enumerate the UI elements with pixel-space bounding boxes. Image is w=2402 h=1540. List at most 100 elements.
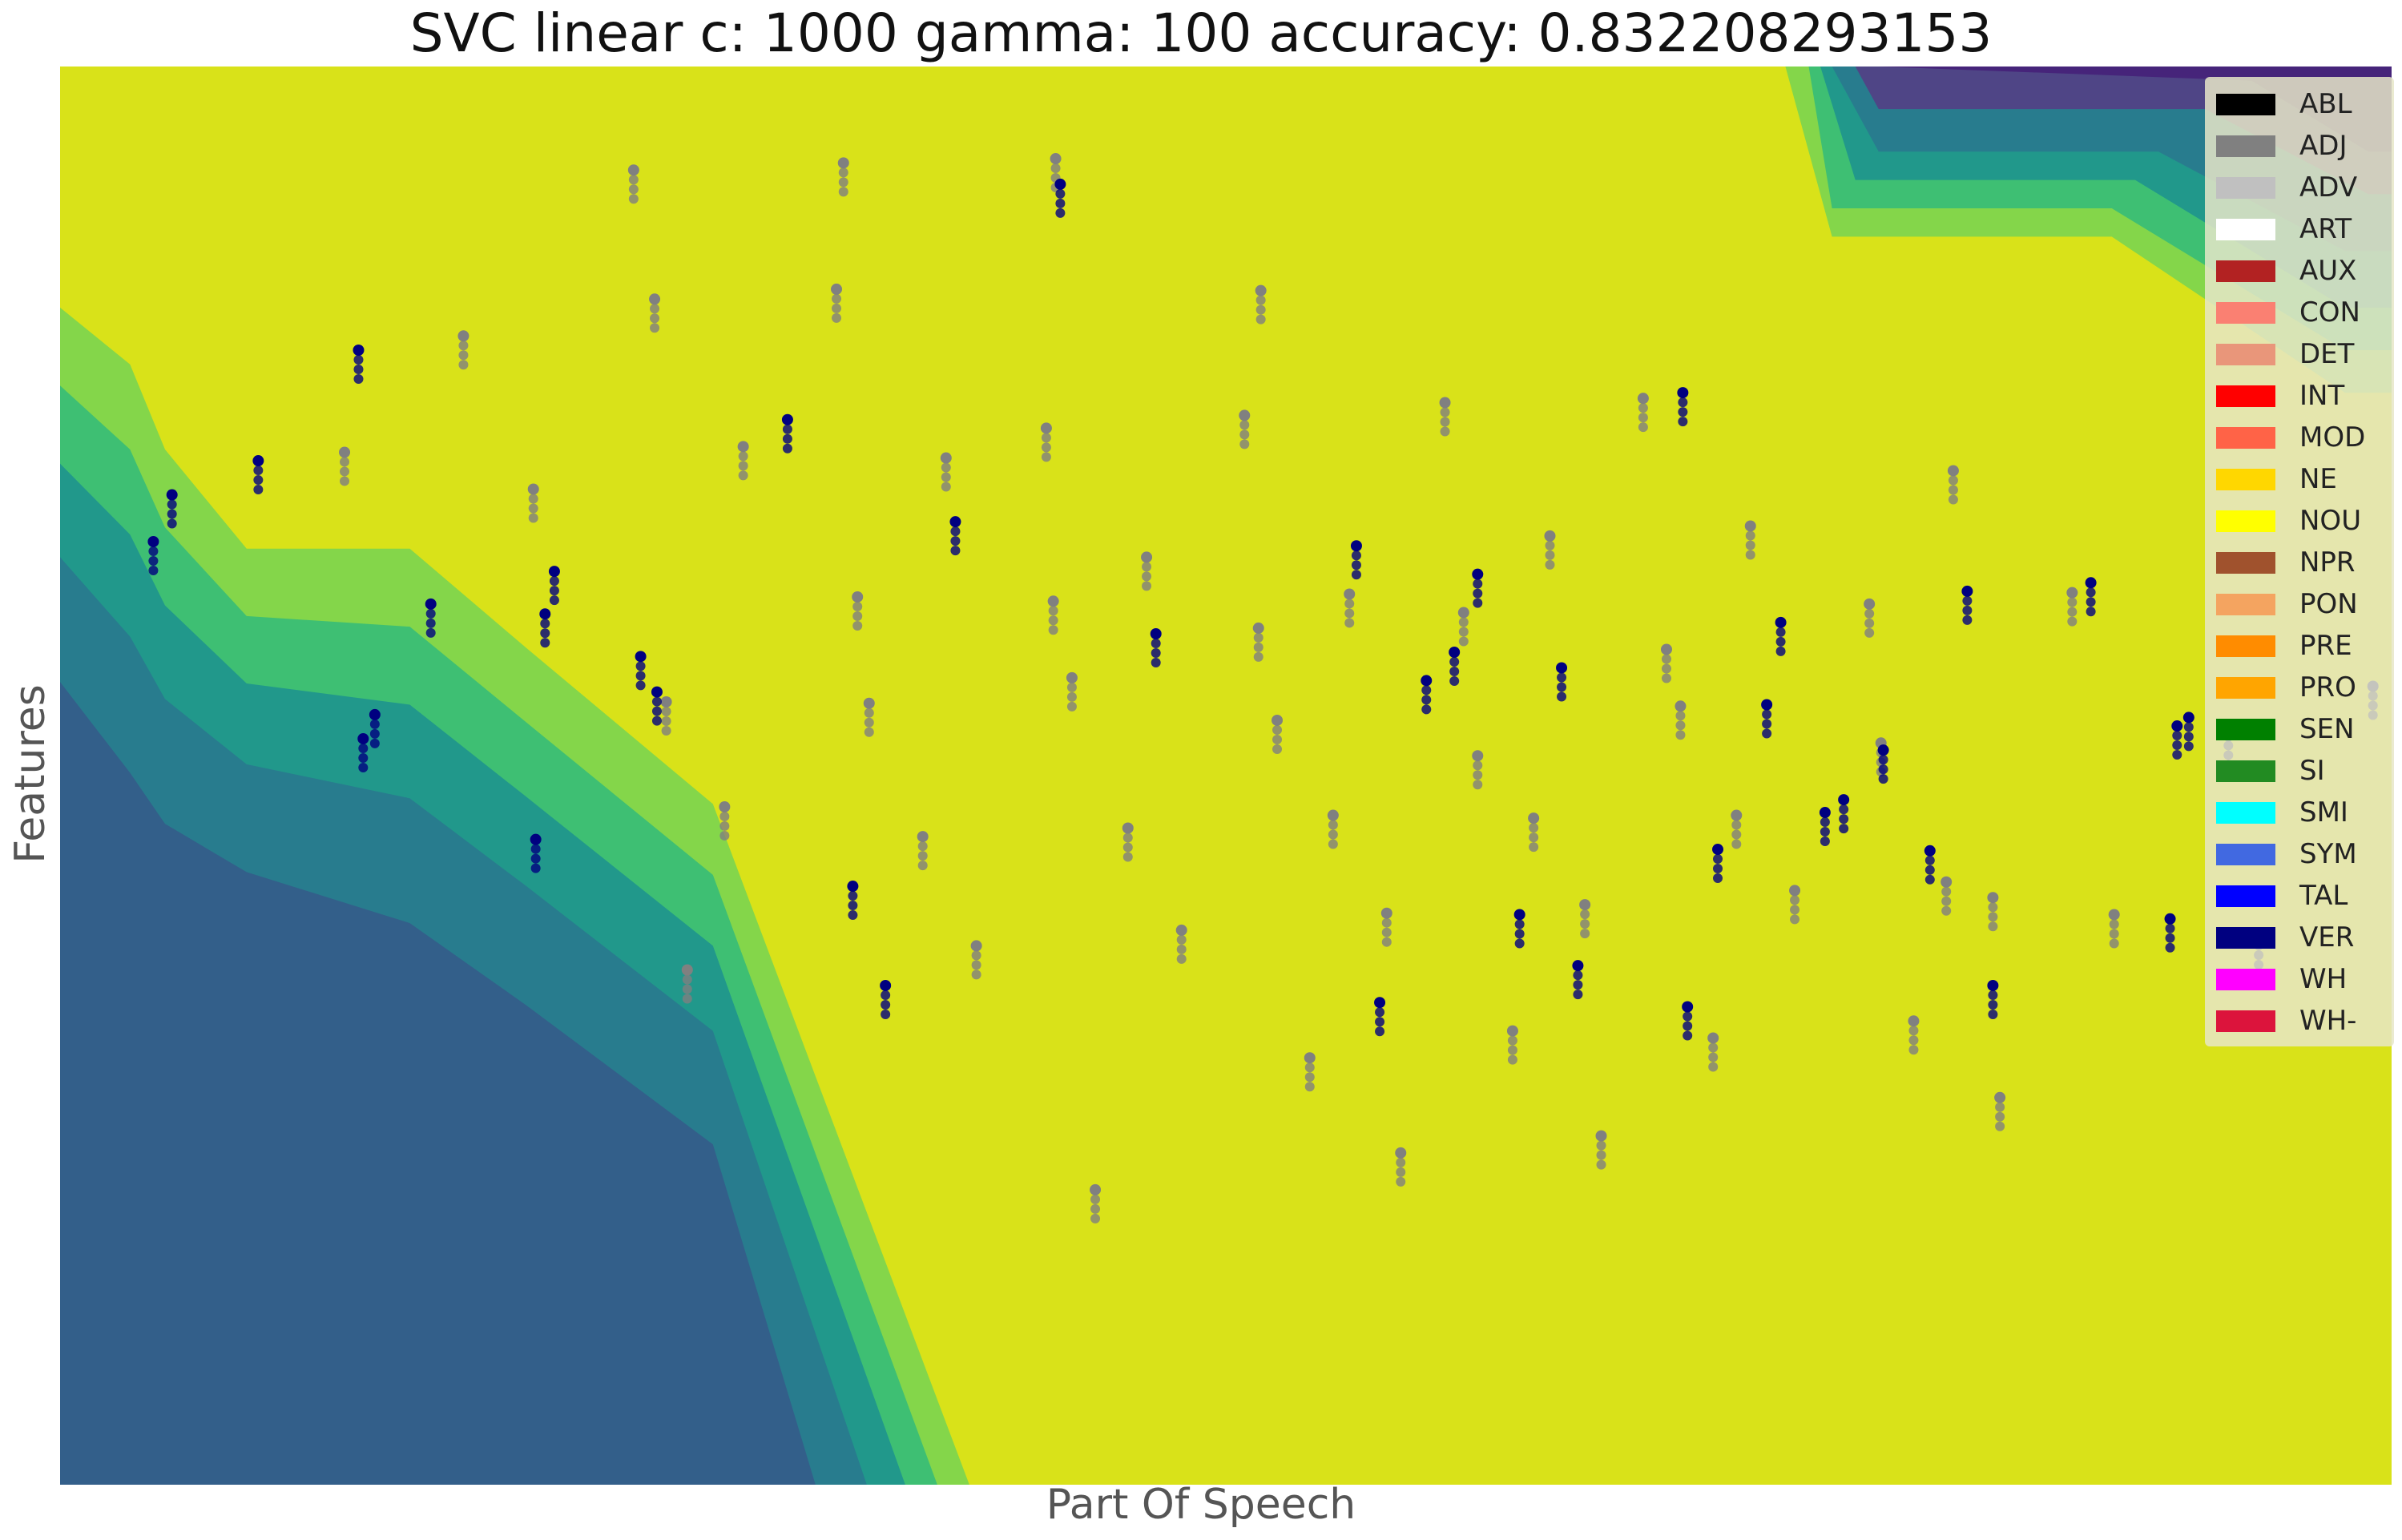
point-ver (1713, 854, 1723, 865)
point-adj (1255, 284, 1267, 296)
point-ver (148, 546, 159, 556)
point-ver (1683, 1011, 1693, 1022)
point-adj (1864, 618, 1875, 628)
legend-item-con: CON (2216, 295, 2360, 330)
point-ver (353, 365, 364, 374)
point-adj (1580, 929, 1590, 939)
point-adj (1988, 912, 1998, 922)
point-adj (971, 970, 981, 980)
point-adj (1395, 1147, 1407, 1159)
point-ver (1988, 1009, 1998, 1019)
point-adj (1253, 642, 1263, 652)
legend-item-pro: PRO (2216, 670, 2356, 705)
point-ver (1987, 979, 1999, 991)
legend-item-sen: SEN (2216, 712, 2355, 747)
point-adj (1506, 1025, 1518, 1037)
legend-swatch (2216, 510, 2275, 532)
point-adj (1908, 1045, 1919, 1055)
point-adj (1660, 643, 1672, 655)
point-adj (682, 974, 692, 985)
point-ver (148, 555, 159, 566)
point-ver (1678, 407, 1688, 417)
legend-swatch (2216, 635, 2275, 657)
point-adj (1304, 1072, 1315, 1082)
point-adj (628, 194, 639, 204)
point-adj (627, 164, 639, 176)
point-ver (253, 475, 264, 486)
point-ver (1678, 417, 1688, 427)
data-points (147, 153, 2379, 1224)
legend-swatch (2216, 93, 2275, 115)
point-ver (1375, 1026, 1385, 1037)
legend-item-adv: ADV (2216, 170, 2357, 205)
point-adj (917, 861, 928, 871)
point-ver (1421, 675, 1433, 687)
point-ver (540, 628, 550, 639)
point-adj (1239, 429, 1250, 440)
point-adj (1994, 1091, 2006, 1103)
legend-label: VER (2299, 921, 2355, 953)
point-adj (1707, 1032, 1719, 1044)
point-adj (1272, 714, 1284, 726)
point-adj (1344, 588, 1356, 600)
legend-item-abl: ABL (2216, 87, 2352, 122)
point-adj (1708, 1052, 1719, 1062)
point-ver (848, 910, 858, 921)
point-adj (1638, 403, 1648, 413)
region-band-4 (60, 682, 816, 1485)
point-adj (1988, 921, 1998, 932)
point-ver (369, 708, 381, 720)
point-adj (1252, 622, 1264, 634)
point-adj (971, 960, 981, 970)
legend-label: NE (2299, 463, 2337, 495)
legend-swatch (2216, 385, 2275, 407)
point-ver (2086, 587, 2096, 598)
point-adj (1948, 475, 1958, 486)
point-adj (1327, 809, 1339, 821)
point-ver (1683, 1021, 1693, 1031)
point-adj (864, 708, 874, 718)
point-adj (2067, 607, 2078, 617)
point-ver (1839, 814, 1849, 824)
point-ver (950, 536, 961, 546)
point-adj (1544, 530, 1556, 542)
point-adj (661, 716, 671, 726)
point-ver (1762, 719, 1772, 729)
point-ver (2183, 741, 2194, 752)
point-adj (838, 187, 848, 197)
point-adj (1041, 452, 1051, 462)
point-adj (837, 157, 849, 169)
legend-label: SEN (2299, 713, 2355, 745)
legend-label: SYM (2299, 838, 2357, 870)
legend-item-mod: MOD (2216, 420, 2365, 455)
point-adj (1638, 413, 1648, 423)
point-adj (650, 304, 660, 314)
point-ver (949, 516, 961, 528)
point-adj (1507, 1045, 1517, 1055)
decision-regions (60, 67, 2392, 1486)
point-ver (1557, 691, 1567, 702)
point-adj (1995, 1111, 2005, 1122)
point-adj (1864, 608, 1875, 619)
legend-label: WH (2299, 963, 2348, 995)
point-ver (1350, 540, 1362, 552)
legend-item-npr: NPR (2216, 545, 2356, 580)
point-adj (1239, 439, 1250, 450)
point-ver (2165, 923, 2175, 933)
point-adj (1580, 919, 1590, 929)
point-adj (1328, 820, 1338, 830)
point-adj (917, 831, 929, 843)
point-adj (1529, 842, 1539, 853)
point-ver (1924, 874, 1935, 885)
point-adj (1090, 1213, 1101, 1224)
point-ver (1838, 794, 1850, 806)
point-adj (737, 441, 749, 453)
point-ver (530, 833, 542, 845)
legend-label: SMI (2299, 796, 2348, 828)
point-adj (1731, 809, 1743, 821)
point-ver (881, 1009, 891, 1019)
point-adj (458, 350, 469, 361)
point-adj (1255, 295, 1266, 305)
point-ver (1712, 844, 1724, 856)
point-adj (1595, 1130, 1607, 1142)
